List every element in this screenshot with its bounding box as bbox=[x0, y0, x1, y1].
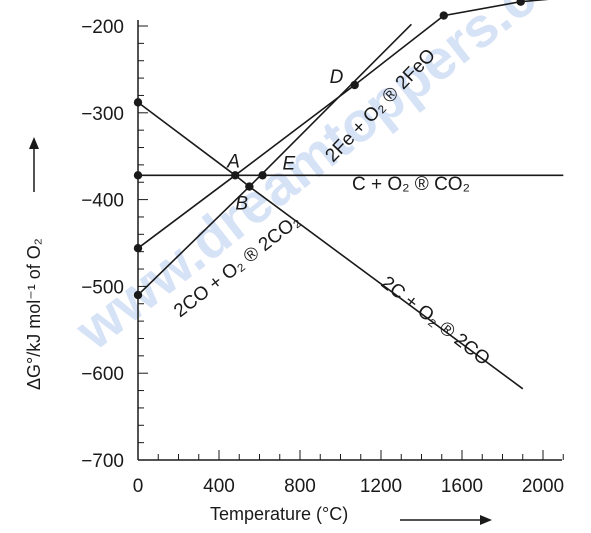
data-point-marker bbox=[133, 98, 143, 107]
point-label-b: B bbox=[235, 194, 248, 215]
series-line-4 bbox=[137, 0, 549, 249]
series-label-2: 2C + O₂ ® 2CO bbox=[377, 272, 494, 370]
data-point-marker bbox=[439, 11, 448, 20]
y-tick-label: −300 bbox=[81, 104, 124, 125]
point-labels: A B D E bbox=[226, 67, 343, 215]
point-label-e: E bbox=[283, 153, 296, 174]
x-tick-labels: 0 400 800 1200 1600 2000 bbox=[133, 476, 564, 497]
minor-ticks bbox=[137, 25, 564, 461]
data-point-marker bbox=[350, 80, 359, 90]
point-label-a: A bbox=[226, 151, 240, 172]
data-point-marker bbox=[133, 290, 143, 300]
y-tick-label: −600 bbox=[81, 364, 124, 385]
y-tick-label: −200 bbox=[81, 17, 124, 38]
data-point-marker bbox=[516, 0, 525, 6]
data-point-marker bbox=[231, 171, 240, 180]
y-axis-arrow-head bbox=[29, 137, 39, 149]
x-tick-label: 0 bbox=[133, 476, 144, 497]
x-tick-label: 400 bbox=[203, 476, 235, 497]
series-line-2 bbox=[137, 101, 524, 390]
x-tick-label: 1200 bbox=[360, 476, 402, 497]
data-point-marker bbox=[133, 171, 143, 180]
watermark-text: www.dreamtoppers.com bbox=[63, 0, 591, 362]
x-tick-label: 1600 bbox=[441, 476, 483, 497]
point-label-d: D bbox=[330, 67, 344, 88]
data-point-marker bbox=[258, 171, 267, 180]
x-tick-label: 2000 bbox=[522, 476, 564, 497]
y-tick-labels: −700 −600 −500 −400 −300 −200 bbox=[81, 17, 124, 472]
data-point-marker bbox=[245, 182, 254, 191]
y-axis-title: ΔG°/kJ mol⁻¹ of O₂ bbox=[24, 238, 44, 390]
y-tick-label: −400 bbox=[81, 191, 124, 212]
x-axis-arrow-head bbox=[480, 515, 492, 525]
series-label-1: C + O₂ ® CO₂ bbox=[352, 174, 470, 195]
data-point-marker bbox=[133, 244, 143, 253]
y-tick-label: −700 bbox=[81, 451, 124, 472]
x-axis-title: Temperature (°C) bbox=[210, 504, 348, 524]
data-markers bbox=[133, 0, 525, 300]
y-tick-label: −500 bbox=[81, 277, 124, 298]
x-tick-label: 800 bbox=[284, 476, 316, 497]
